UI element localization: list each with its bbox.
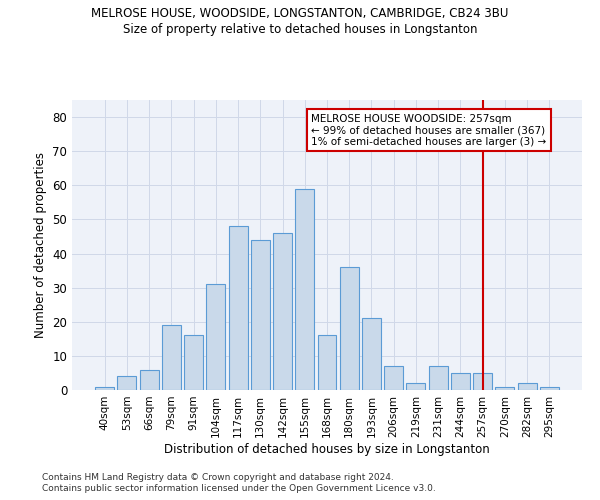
Bar — [518, 383, 536, 390]
Bar — [362, 318, 381, 390]
Bar — [406, 383, 425, 390]
Bar — [229, 226, 248, 390]
Bar — [162, 325, 181, 390]
Text: MELROSE HOUSE WOODSIDE: 257sqm
← 99% of detached houses are smaller (367)
1% of : MELROSE HOUSE WOODSIDE: 257sqm ← 99% of … — [311, 114, 547, 147]
Bar — [317, 336, 337, 390]
Bar — [451, 373, 470, 390]
Bar — [496, 386, 514, 390]
Text: Contains public sector information licensed under the Open Government Licence v3: Contains public sector information licen… — [42, 484, 436, 493]
Text: MELROSE HOUSE, WOODSIDE, LONGSTANTON, CAMBRIDGE, CB24 3BU: MELROSE HOUSE, WOODSIDE, LONGSTANTON, CA… — [91, 8, 509, 20]
Text: Size of property relative to detached houses in Longstanton: Size of property relative to detached ho… — [123, 22, 477, 36]
Bar — [251, 240, 270, 390]
Bar — [118, 376, 136, 390]
Text: Distribution of detached houses by size in Longstanton: Distribution of detached houses by size … — [164, 442, 490, 456]
Bar — [340, 267, 359, 390]
Bar — [429, 366, 448, 390]
Bar — [295, 188, 314, 390]
Bar — [384, 366, 403, 390]
Bar — [184, 336, 203, 390]
Text: Contains HM Land Registry data © Crown copyright and database right 2024.: Contains HM Land Registry data © Crown c… — [42, 472, 394, 482]
Bar — [473, 373, 492, 390]
Bar — [273, 233, 292, 390]
Bar — [140, 370, 158, 390]
Bar — [540, 386, 559, 390]
Y-axis label: Number of detached properties: Number of detached properties — [34, 152, 47, 338]
Bar — [206, 284, 225, 390]
Bar — [95, 386, 114, 390]
